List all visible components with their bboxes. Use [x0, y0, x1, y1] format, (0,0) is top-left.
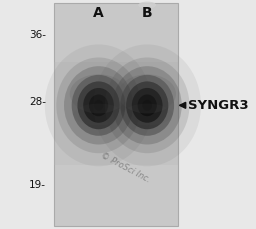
- Text: 28-: 28-: [29, 97, 46, 107]
- Ellipse shape: [56, 57, 141, 153]
- Text: SYNGR3: SYNGR3: [188, 99, 249, 112]
- Text: © ProSci Inc.: © ProSci Inc.: [99, 150, 152, 184]
- Ellipse shape: [132, 88, 163, 123]
- Ellipse shape: [122, 104, 172, 125]
- Ellipse shape: [93, 44, 201, 166]
- Text: B: B: [142, 5, 153, 20]
- Ellipse shape: [138, 94, 157, 116]
- Ellipse shape: [83, 88, 114, 123]
- Ellipse shape: [70, 74, 127, 113]
- Ellipse shape: [74, 104, 124, 125]
- Ellipse shape: [120, 75, 174, 136]
- Bar: [54, 62, 178, 165]
- Ellipse shape: [126, 81, 168, 129]
- Ellipse shape: [142, 100, 152, 111]
- Ellipse shape: [113, 66, 182, 144]
- Bar: [54, 3, 178, 226]
- Ellipse shape: [64, 66, 133, 144]
- Text: 36-: 36-: [29, 30, 46, 41]
- Ellipse shape: [77, 81, 120, 129]
- Ellipse shape: [105, 57, 189, 153]
- Ellipse shape: [45, 44, 152, 166]
- Text: 19-: 19-: [29, 180, 46, 191]
- Ellipse shape: [94, 100, 103, 111]
- Ellipse shape: [118, 74, 176, 113]
- Ellipse shape: [138, 2, 156, 8]
- Ellipse shape: [72, 75, 125, 136]
- Text: A: A: [93, 5, 104, 20]
- Ellipse shape: [89, 94, 108, 116]
